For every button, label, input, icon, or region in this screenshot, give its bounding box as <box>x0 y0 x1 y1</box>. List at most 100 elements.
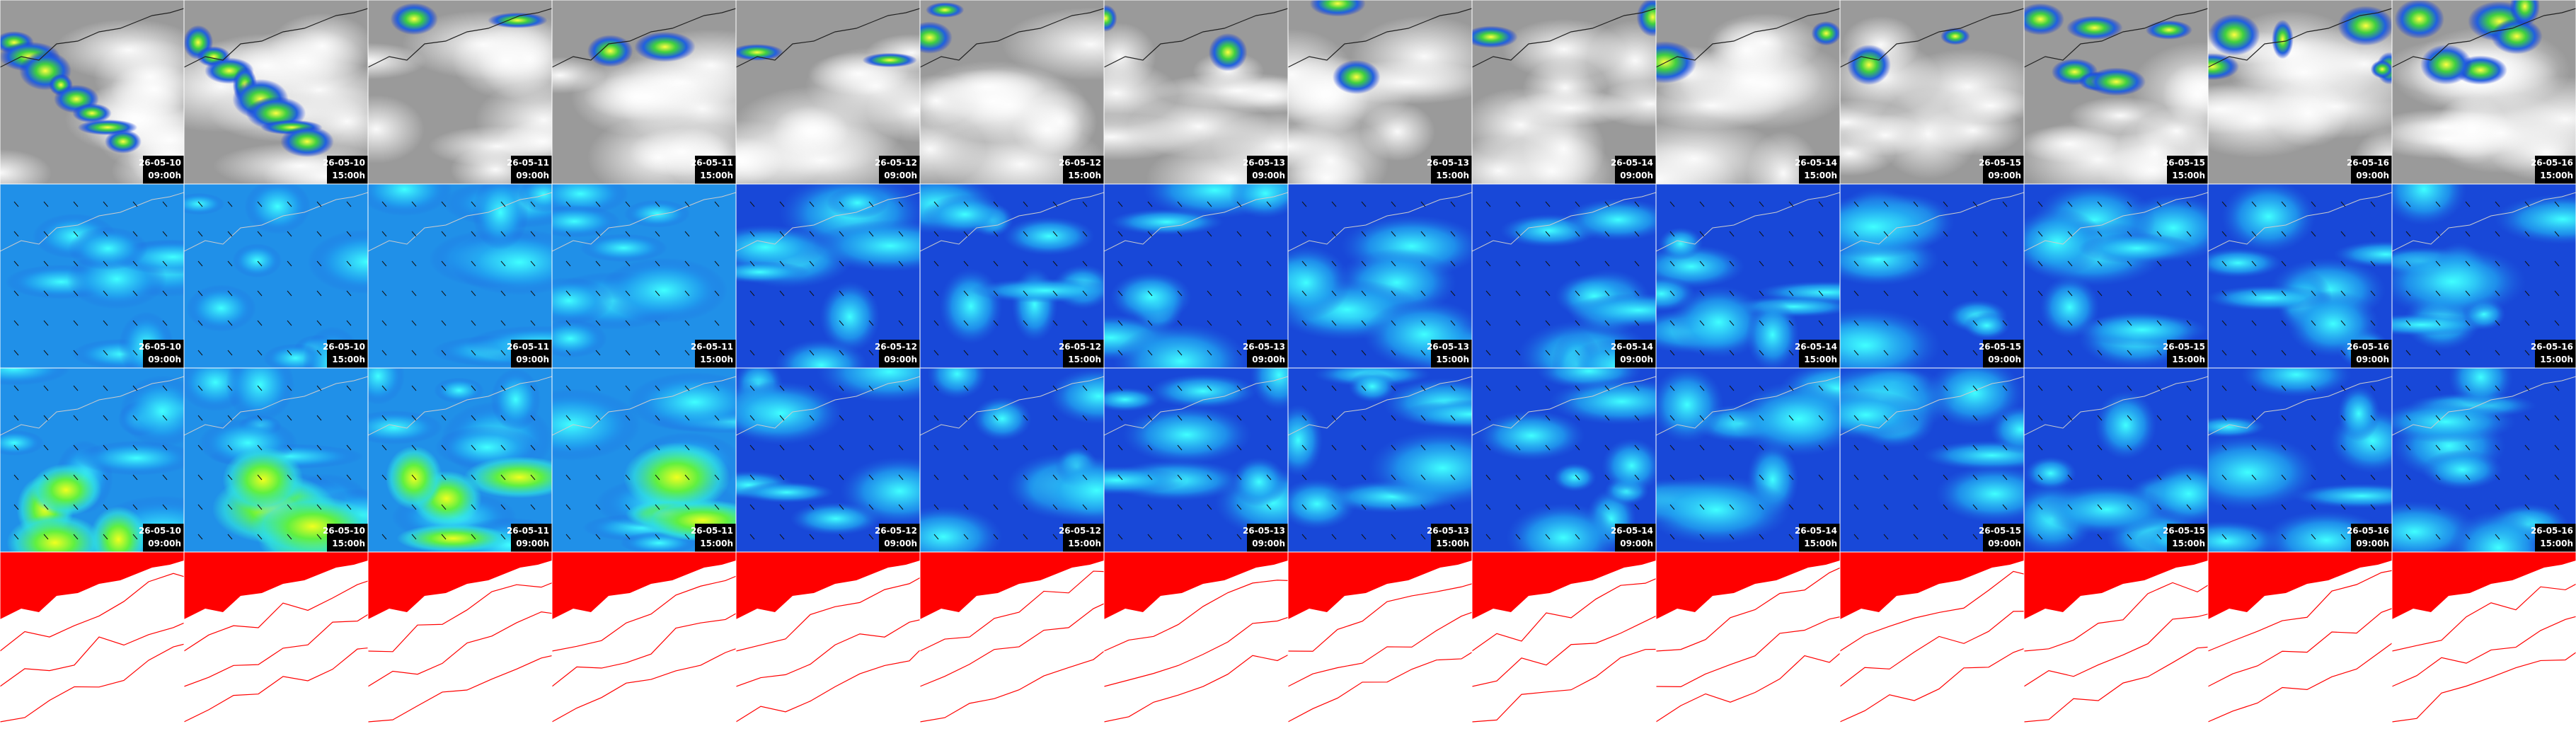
wind-arrow <box>441 320 447 326</box>
wind-arrow <box>381 290 387 297</box>
label-box <box>1983 156 2024 184</box>
date-label: 26-05-12 <box>1059 342 1101 352</box>
field-patch <box>736 224 827 270</box>
wind-arrow <box>2156 320 2162 326</box>
wind-arrow <box>933 534 939 540</box>
wind-arrow <box>1699 260 1705 267</box>
cloud <box>1288 115 1389 184</box>
wind-arrow <box>346 290 352 297</box>
wind-arrow <box>530 231 536 237</box>
label-box <box>2535 524 2576 552</box>
field-patch <box>0 368 71 386</box>
wind-arrow <box>2405 231 2411 237</box>
wind-arrow <box>779 415 785 421</box>
wind-arrow <box>963 444 969 451</box>
wind-arrow <box>1972 415 1978 421</box>
field-patch <box>819 281 880 353</box>
contour <box>368 655 552 723</box>
wind-arrow <box>1117 320 1123 326</box>
wind-arrow <box>714 260 720 267</box>
wind-arrow <box>197 534 203 540</box>
field-patch <box>1548 378 1656 425</box>
wind-arrow <box>655 415 660 421</box>
time-label: 15:00h <box>1804 539 1837 548</box>
wind-arrow <box>684 504 690 510</box>
wind-arrow <box>103 350 108 356</box>
wind-arrow <box>1972 474 1978 481</box>
wind-arrow <box>2251 534 2257 540</box>
wind-arrow <box>1972 260 1978 267</box>
wind-arrow <box>1545 474 1551 481</box>
wind-arrow <box>381 474 387 481</box>
wind-arrow <box>2097 231 2103 237</box>
date-label: 26-05-10 <box>323 342 365 352</box>
wind-arrow <box>1147 290 1153 297</box>
wind-arrow <box>132 504 138 510</box>
coastline <box>1472 376 1656 436</box>
wind-arrow <box>43 534 49 540</box>
wind-arrow <box>933 504 939 510</box>
wind-arrow <box>316 415 322 421</box>
wind-arrow <box>316 474 322 481</box>
wind-arrow <box>2156 385 2162 391</box>
field-patch <box>812 219 920 272</box>
wind-arrow <box>2405 385 2411 391</box>
wind-arrow <box>287 231 292 237</box>
wind-arrow <box>1177 350 1183 356</box>
wind-arrow <box>197 415 203 421</box>
label-box <box>2167 524 2208 552</box>
label-box <box>1431 524 1472 552</box>
wind-arrow <box>2340 201 2346 207</box>
wind-arrow <box>2495 504 2500 510</box>
coastline <box>1288 8 1472 68</box>
wind-arrow <box>13 290 19 297</box>
map-tile: 26-05-13 15:00h <box>1288 0 1472 184</box>
wind-arrow <box>1117 260 1123 267</box>
date-label: 26-05-12 <box>1059 158 1101 168</box>
field-patch <box>232 243 282 278</box>
wind-arrow <box>2495 201 2500 207</box>
wind-arrow <box>1331 350 1337 356</box>
wind-arrow <box>287 474 292 481</box>
coastline <box>1104 376 1288 436</box>
precip <box>72 103 112 123</box>
wind-arrow <box>257 260 263 267</box>
label-box <box>2535 156 2576 184</box>
wind-arrow <box>197 385 203 391</box>
wind-arrow <box>2524 444 2530 451</box>
wind-arrow <box>162 444 168 451</box>
field-patch <box>927 368 987 399</box>
wind-arrow <box>2311 290 2316 297</box>
wind-arrow <box>2554 201 2560 207</box>
wind-arrow <box>625 415 631 421</box>
label-box <box>1615 524 1656 552</box>
wind-arrow <box>1147 350 1153 356</box>
wind-arrow <box>993 444 999 451</box>
wind-arrow <box>411 474 417 481</box>
precip <box>1636 0 1656 37</box>
wind-arrow <box>1883 504 1889 510</box>
field-patch <box>2338 386 2381 442</box>
wind-arrow <box>1669 290 1675 297</box>
land <box>736 552 920 619</box>
wind-arrow <box>2524 474 2530 481</box>
wind-arrow <box>43 350 49 356</box>
wind-arrow <box>1420 415 1426 421</box>
wind-arrow <box>2002 385 2008 391</box>
field-patch <box>1658 227 1703 260</box>
contour <box>1472 578 1656 652</box>
wind-arrow <box>1082 290 1088 297</box>
land <box>1656 552 1840 619</box>
precip <box>2491 18 2543 54</box>
time-label: 15:00h <box>2172 171 2205 180</box>
wind-arrow <box>73 534 79 540</box>
wind-arrow <box>2311 385 2316 391</box>
wind-arrow <box>1391 350 1396 356</box>
contour <box>368 582 552 652</box>
coastline <box>0 8 184 68</box>
wind-arrow <box>2554 260 2560 267</box>
wind-arrow <box>2311 231 2316 237</box>
field-patch <box>1656 368 1724 443</box>
wind-arrow <box>933 444 939 451</box>
